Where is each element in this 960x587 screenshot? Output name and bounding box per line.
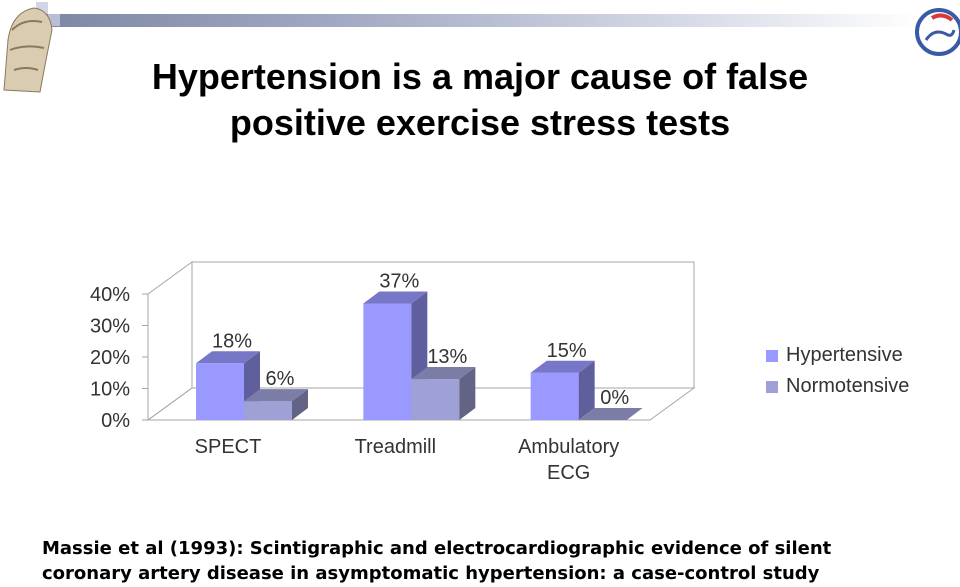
bar-normotensive-1-side <box>459 367 476 420</box>
y-tick-label: 40% <box>90 284 130 306</box>
y-tick-label: 0% <box>101 410 130 432</box>
y-tick-label: 20% <box>90 347 130 369</box>
bar-hypertensive-2-front <box>530 372 579 420</box>
y-tick-label: 30% <box>90 316 130 338</box>
helmet-logo-icon <box>3 7 53 93</box>
bar-normotensive-0-front <box>244 401 292 420</box>
legend-swatch <box>766 349 778 362</box>
legend-swatch <box>766 380 778 393</box>
chart-floor <box>146 387 696 421</box>
bar-hypertensive-1-top <box>363 291 428 304</box>
x-category-label: ECG <box>547 462 590 484</box>
data-label: 18% <box>212 330 252 352</box>
bar-hypertensive-2-side <box>578 360 595 420</box>
bar-hypertensive-1-front <box>363 303 412 420</box>
top-decoration-bar <box>40 14 920 27</box>
x-category-label: SPECT <box>195 436 262 458</box>
bar-normotensive-0-top <box>244 389 308 402</box>
bar-normotensive-1-front <box>411 379 460 420</box>
bar-normotensive-1-top <box>411 367 476 380</box>
data-label: 13% <box>427 346 467 368</box>
citation-caption: Massie et al (1993): Scintigraphic and e… <box>42 536 942 586</box>
caption-line-2: coronary artery disease in asymptomatic … <box>42 563 820 584</box>
x-category-label: Ambulatory <box>518 436 619 458</box>
bar-hypertensive-0-top <box>196 351 260 364</box>
bar-normotensive-0-side <box>292 389 308 420</box>
title-line-1: Hypertension is a major cause of false <box>151 56 809 97</box>
caption-line-1: Massie et al (1993): Scintigraphic and e… <box>42 538 832 559</box>
bar-hypertensive-2-top <box>530 360 595 373</box>
bar-hypertensive-0-front <box>196 363 244 420</box>
data-label: 15% <box>547 340 587 362</box>
legend-item-hypertensive: Hypertensive <box>766 340 909 371</box>
data-label: 0% <box>600 387 629 409</box>
y-tick-label: 10% <box>90 379 130 401</box>
x-category-label: Treadmill <box>355 436 437 458</box>
legend-label: Normotensive <box>786 375 910 397</box>
title-line-2: positive exercise stress tests <box>229 102 731 143</box>
society-logo-icon <box>915 8 960 56</box>
data-label: 37% <box>379 270 419 292</box>
legend-item-normotensive: Normotensive <box>766 371 909 402</box>
data-label: 6% <box>266 368 295 390</box>
page-title: Hypertension is a major cause of false p… <box>0 54 960 146</box>
bar-normotensive-2-top <box>578 408 643 420</box>
chart-legend: Hypertensive Normotensive <box>766 340 909 402</box>
legend-label: Hypertensive <box>786 344 903 366</box>
chart-side-wall <box>147 261 193 421</box>
